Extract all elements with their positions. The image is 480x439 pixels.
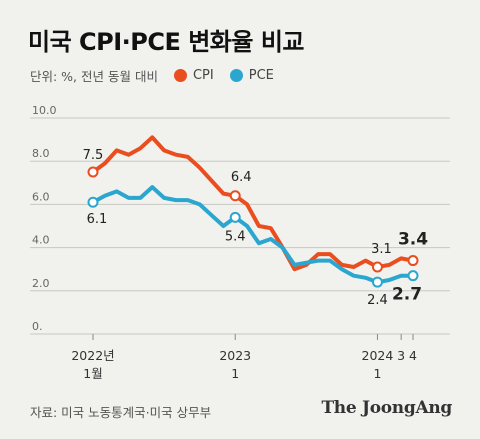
unit-label: 단위: %, 전년 동월 대비 bbox=[30, 69, 158, 84]
y-tick-label: 0. bbox=[32, 320, 43, 333]
point-marker-pce bbox=[371, 276, 383, 288]
chart-title: 미국 CPI·PCE 변화율 비교 bbox=[28, 28, 304, 56]
x-tick-sublabel: 1월 bbox=[83, 366, 102, 381]
data-label-pce: 6.1 bbox=[87, 212, 108, 227]
point-marker-pce bbox=[407, 270, 419, 282]
x-tick-sublabel: 1 bbox=[373, 366, 381, 381]
legend-cpi-label: CPI bbox=[192, 68, 214, 83]
y-tick-label: 4.0 bbox=[32, 234, 50, 247]
x-tick-label: 2024 bbox=[362, 348, 394, 363]
y-tick-label: 8.0 bbox=[32, 147, 50, 160]
point-marker-cpi bbox=[371, 261, 383, 273]
y-tick-label: 10.0 bbox=[32, 104, 57, 117]
chart-subheader: 단위: %, 전년 동월 대비 CPI PCE bbox=[30, 66, 274, 85]
data-label-cpi: 7.5 bbox=[83, 148, 104, 163]
point-marker-pce bbox=[229, 211, 241, 223]
point-marker-cpi bbox=[229, 190, 241, 202]
data-label-cpi: 3.4 bbox=[398, 230, 428, 250]
point-marker-cpi bbox=[407, 255, 419, 267]
series-line-cpi bbox=[91, 135, 415, 272]
point-marker-pce bbox=[87, 196, 99, 208]
x-tick-label: 2023 bbox=[219, 348, 251, 363]
legend-pce-swatch bbox=[229, 69, 243, 82]
data-label-pce: 2.7 bbox=[392, 285, 422, 305]
legend-cpi-swatch bbox=[173, 69, 187, 82]
data-label-pce: 2.4 bbox=[367, 293, 388, 308]
x-tick-label: 2022년 bbox=[71, 348, 114, 363]
x-tick-sublabel: 1 bbox=[231, 366, 239, 381]
data-label-cpi: 6.4 bbox=[231, 170, 252, 185]
x-tick-label: 3 bbox=[397, 348, 405, 363]
data-label-pce: 5.4 bbox=[225, 229, 246, 244]
publisher-logo: The JoongAng bbox=[321, 398, 452, 418]
y-tick-label: 2.0 bbox=[32, 277, 50, 290]
data-label-cpi: 3.1 bbox=[371, 242, 392, 257]
point-marker-cpi bbox=[87, 166, 99, 178]
series-line-pce bbox=[91, 185, 415, 285]
y-tick-label: 6.0 bbox=[32, 190, 50, 203]
x-tick-label: 4 bbox=[409, 348, 417, 363]
source-note: 자료: 미국 노동통계국·미국 상무부 bbox=[30, 405, 212, 420]
legend-pce-label: PCE bbox=[248, 68, 274, 83]
